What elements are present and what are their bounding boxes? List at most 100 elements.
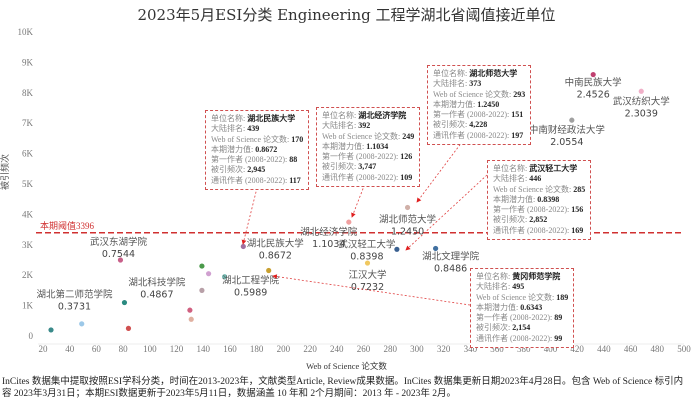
- threshold-label: 本期阈值3396: [40, 220, 95, 231]
- point-label: 湖北经济学院: [300, 226, 358, 238]
- tooltip-row-rank: 大陆排名: 373: [433, 79, 482, 89]
- point-value: 0.8672: [259, 250, 292, 261]
- tooltip-box: 单位名称: 湖北民族大学 大陆排名: 439 Web of Science 论文数:…: [205, 110, 310, 191]
- x-tick-label: 440: [597, 344, 611, 354]
- data-point: [187, 307, 193, 313]
- callout-arrow: [351, 180, 367, 218]
- tooltip-row-potential: 本期潜力值: 1.1034: [322, 141, 389, 151]
- x-tick-label: 300: [410, 344, 424, 354]
- data-point: [121, 299, 128, 306]
- point-label: 湖北第二师范学院: [36, 289, 113, 301]
- data-point: [266, 267, 272, 274]
- data-point: [394, 246, 400, 252]
- data-point: [188, 316, 194, 322]
- tooltip-row-rank: 大陆排名: 392: [322, 121, 371, 131]
- callout-arrow: [241, 183, 259, 245]
- x-tick-label: 180: [250, 344, 264, 354]
- point-value: 1.1034: [312, 239, 345, 250]
- x-axis-label: Web of Science 论文数: [306, 361, 387, 371]
- data-point: [240, 243, 246, 250]
- tooltip-row-cites: 被引频次: 2,945: [211, 165, 266, 175]
- tooltip-row-name: 单位名称: 湖北经济学院: [322, 111, 407, 120]
- tooltip-row-potential: 本期潜力值: 0.6343: [476, 302, 543, 312]
- tooltip-row-first: 第一作者 (2008-2022): 156: [493, 205, 584, 215]
- x-tick-label: 280: [383, 344, 397, 354]
- tooltip-row-cites: 被引频次: 4,228: [433, 120, 488, 130]
- tooltip-row-papers: Web of Science 论文数: 249: [322, 131, 415, 141]
- y-tick-label: 2K: [22, 270, 34, 280]
- y-tick-label: 4K: [22, 209, 34, 219]
- x-tick-label: 380: [517, 344, 531, 354]
- point-label: 湖北工程学院: [222, 275, 280, 287]
- data-point: [125, 325, 132, 331]
- y-tick-label: 0: [29, 331, 34, 341]
- point-label: 中南财经政法大学: [529, 124, 605, 136]
- tooltip-row-potential: 本期潜力值: 0.8672: [211, 144, 278, 154]
- data-point: [364, 260, 371, 266]
- tooltip-box: 单位名称: 武汉轻工大学 大陆排名: 446 Web of Science 论文数:…: [487, 160, 592, 241]
- tooltip-row-first: 第一作者 (2008-2022): 89: [476, 313, 563, 323]
- x-tick-label: 480: [651, 344, 665, 354]
- x-tick-label: 320: [437, 344, 451, 354]
- tooltip-box: 单位名称: 黄冈师范学院 大陆排名: 495 Web of Science 论文数:…: [470, 268, 575, 349]
- point-value: 0.5989: [234, 288, 267, 299]
- data-point: [222, 274, 228, 280]
- point-label: 湖北文理学院: [422, 250, 480, 262]
- x-tick-label: 220: [303, 344, 317, 354]
- point-value: 2.3039: [625, 108, 658, 119]
- point-value: 0.8398: [350, 251, 383, 262]
- callout-arrow: [272, 274, 471, 306]
- tooltip-row-potential: 本期潜力值: 0.8398: [493, 194, 560, 204]
- tooltip-row-corr: 通讯作者 (2008-2022): 169: [493, 225, 584, 235]
- x-tick-label: 80: [119, 344, 129, 354]
- data-point: [433, 245, 439, 252]
- data-point: [117, 257, 124, 263]
- x-tick-label: 360: [490, 344, 504, 354]
- tooltip-box: 单位名称: 湖北经济学院 大陆排名: 392 Web of Science 论文数:…: [316, 107, 421, 188]
- point-label: 武汉东湖学院: [90, 236, 148, 248]
- x-tick-label: 340: [464, 344, 478, 354]
- point-value: 0.3731: [58, 302, 91, 313]
- data-point: [199, 263, 205, 269]
- point-value: 2.4526: [577, 90, 610, 101]
- data-point: [346, 219, 352, 225]
- y-tick-label: 10K: [18, 27, 34, 37]
- point-label: 武汉纺织大学: [613, 95, 670, 107]
- y-tick-label: 7K: [22, 118, 34, 128]
- x-tick-label: 200: [277, 344, 291, 354]
- data-point: [205, 271, 212, 277]
- x-tick-label: 240: [330, 344, 344, 354]
- tooltip-row-first: 第一作者 (2008-2022): 88: [211, 155, 298, 165]
- tooltip-row-papers: Web of Science 论文数: 189: [476, 292, 569, 302]
- point-label: 湖北科技学院: [128, 276, 186, 288]
- tooltip-row-first: 第一作者 (2008-2022): 126: [322, 152, 413, 162]
- point-value: 0.8486: [434, 263, 467, 274]
- tooltip-row-corr: 通讯作者 (2008-2022): 117: [211, 175, 301, 185]
- footnote: InCites 数据集中提取按照ESI学科分类，时间在2013-2023年，文献…: [2, 377, 684, 399]
- tooltip-row-papers: Web of Science 论文数: 285: [493, 184, 586, 194]
- x-tick-label: 20: [39, 344, 49, 354]
- data-point: [48, 327, 54, 333]
- x-tick-label: 420: [570, 344, 584, 354]
- tooltip-row-first: 第一作者 (2008-2022): 151: [433, 110, 524, 120]
- chart-title: 2023年5月ESI分类 Engineering 工程学湖北省阈值接近单位: [137, 6, 556, 24]
- tooltip-box: 单位名称: 湖北师范大学 大陆排名: 373 Web of Science 论文数:…: [427, 65, 532, 146]
- tooltip-row-corr: 通讯作者 (2008-2022): 99: [476, 333, 563, 343]
- point-value: 1.2450: [391, 226, 424, 237]
- x-tick-label: 100: [143, 344, 157, 354]
- tooltip-row-corr: 通讯作者 (2008-2022): 197: [433, 130, 524, 140]
- callout-arrow: [416, 137, 466, 203]
- x-tick-label: 40: [65, 344, 75, 354]
- tooltip-row-cites: 被引频次: 2,852: [493, 215, 548, 225]
- point-label: 江汉大学: [348, 269, 386, 281]
- data-point: [638, 88, 644, 94]
- y-tick-label: 5K: [22, 179, 34, 189]
- tooltip-row-papers: Web of Science 论文数: 170: [211, 134, 304, 144]
- data-point: [569, 117, 575, 123]
- tooltip-row-rank: 大陆排名: 495: [476, 282, 525, 292]
- x-tick-label: 260: [357, 344, 371, 354]
- data-point: [404, 204, 411, 211]
- data-point: [199, 287, 205, 293]
